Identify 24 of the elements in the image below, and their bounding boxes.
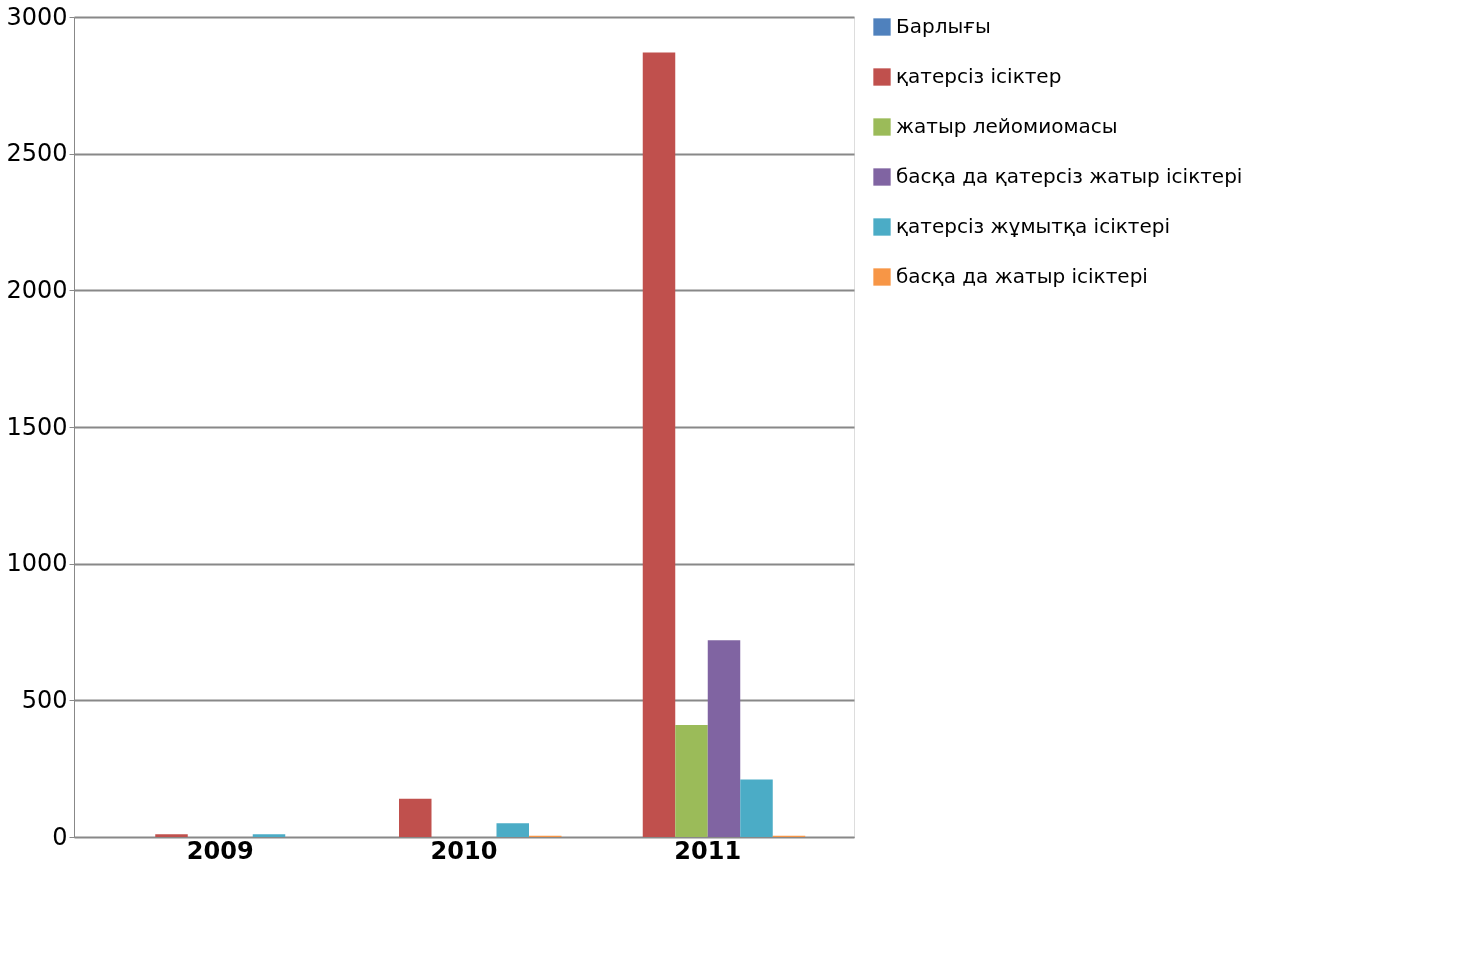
y-tick-label: 3000 xyxy=(6,2,68,31)
bar xyxy=(707,640,741,837)
legend-label: басқа да жатыр ісіктері xyxy=(896,264,1148,288)
y-tick-label: 500 xyxy=(21,685,68,714)
x-tick-label: 2011 xyxy=(674,836,742,865)
bar xyxy=(675,724,708,837)
bar xyxy=(740,779,773,837)
bar xyxy=(642,52,676,837)
x-tick-label: 2009 xyxy=(186,836,254,865)
x-tick-label: 2010 xyxy=(430,836,498,865)
bar xyxy=(496,823,529,837)
legend-label: қатерсіз ісіктер xyxy=(896,64,1062,88)
y-tick-label: 2000 xyxy=(6,275,68,304)
legend-label: басқа да қатерсіз жатыр ісіктері xyxy=(896,164,1243,188)
y-tick-label: 1000 xyxy=(6,549,68,578)
legend-label: Барлығы xyxy=(896,14,991,38)
y-tick-label: 2500 xyxy=(6,139,68,168)
legend-label: жатыр лейомиомасы xyxy=(896,114,1118,138)
y-tick-label: 0 xyxy=(52,822,68,851)
bar xyxy=(399,798,432,837)
bar xyxy=(252,834,286,837)
y-tick-label: 1500 xyxy=(6,412,68,441)
legend-label: қатерсіз жұмытқа ісіктері xyxy=(896,214,1171,238)
bar xyxy=(155,834,188,837)
